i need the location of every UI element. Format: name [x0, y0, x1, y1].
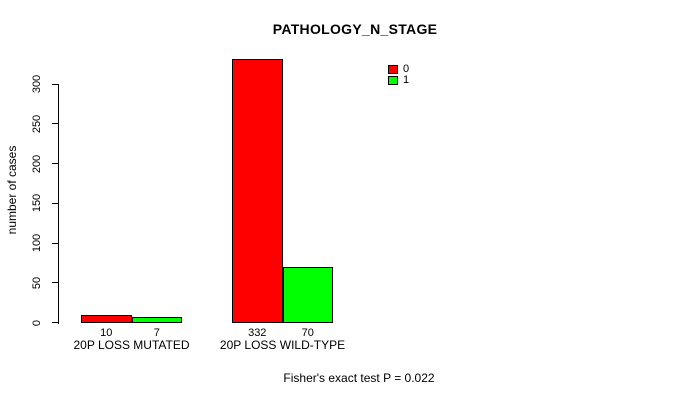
bar-series-1-group-0 — [131, 317, 182, 323]
y-tick-mark — [52, 322, 58, 323]
y-tick-mark — [52, 83, 58, 85]
bar-series-1-group-1 — [282, 267, 333, 323]
y-tick-label: 150 — [31, 194, 43, 213]
bar-value-label: 10 — [100, 327, 113, 339]
legend-label-0: 0 — [403, 63, 410, 75]
y-tick-label: 100 — [31, 233, 43, 253]
bar-value-label: 70 — [301, 327, 314, 339]
bar-series-0-group-1 — [232, 59, 283, 323]
category-label: 20P LOSS MUTATED — [73, 338, 190, 352]
chart-title: PATHOLOGY_N_STAGE — [272, 21, 438, 37]
y-tick-label: 50 — [31, 276, 43, 289]
legend-entry-0: 0 — [388, 63, 410, 75]
legend-label-1: 1 — [403, 74, 410, 86]
y-tick-label: 250 — [31, 114, 43, 133]
bar-series-0-group-0 — [81, 315, 132, 323]
y-axis-label: number of cases — [5, 145, 19, 235]
y-tick-mark — [52, 163, 58, 164]
bar-value-label: 332 — [248, 327, 267, 339]
fisher-test-annotation: Fisher's exact test P = 0.022 — [283, 371, 435, 385]
y-axis-line — [58, 84, 59, 324]
y-tick-mark — [52, 282, 58, 284]
bar-value-label: 7 — [153, 327, 160, 339]
y-tick-label: 300 — [31, 74, 43, 94]
legend-entry-1: 1 — [388, 74, 410, 86]
y-tick-mark — [52, 123, 58, 125]
y-tick-mark — [52, 202, 58, 204]
category-label: 20P LOSS WILD-TYPE — [219, 338, 346, 352]
legend-swatch-green — [388, 75, 398, 85]
y-tick-mark — [52, 242, 58, 244]
y-tick-label: 0 — [31, 319, 43, 326]
legend-swatch-red — [388, 64, 398, 74]
y-tick-label: 200 — [31, 154, 43, 173]
legend: 0 1 — [388, 63, 410, 86]
